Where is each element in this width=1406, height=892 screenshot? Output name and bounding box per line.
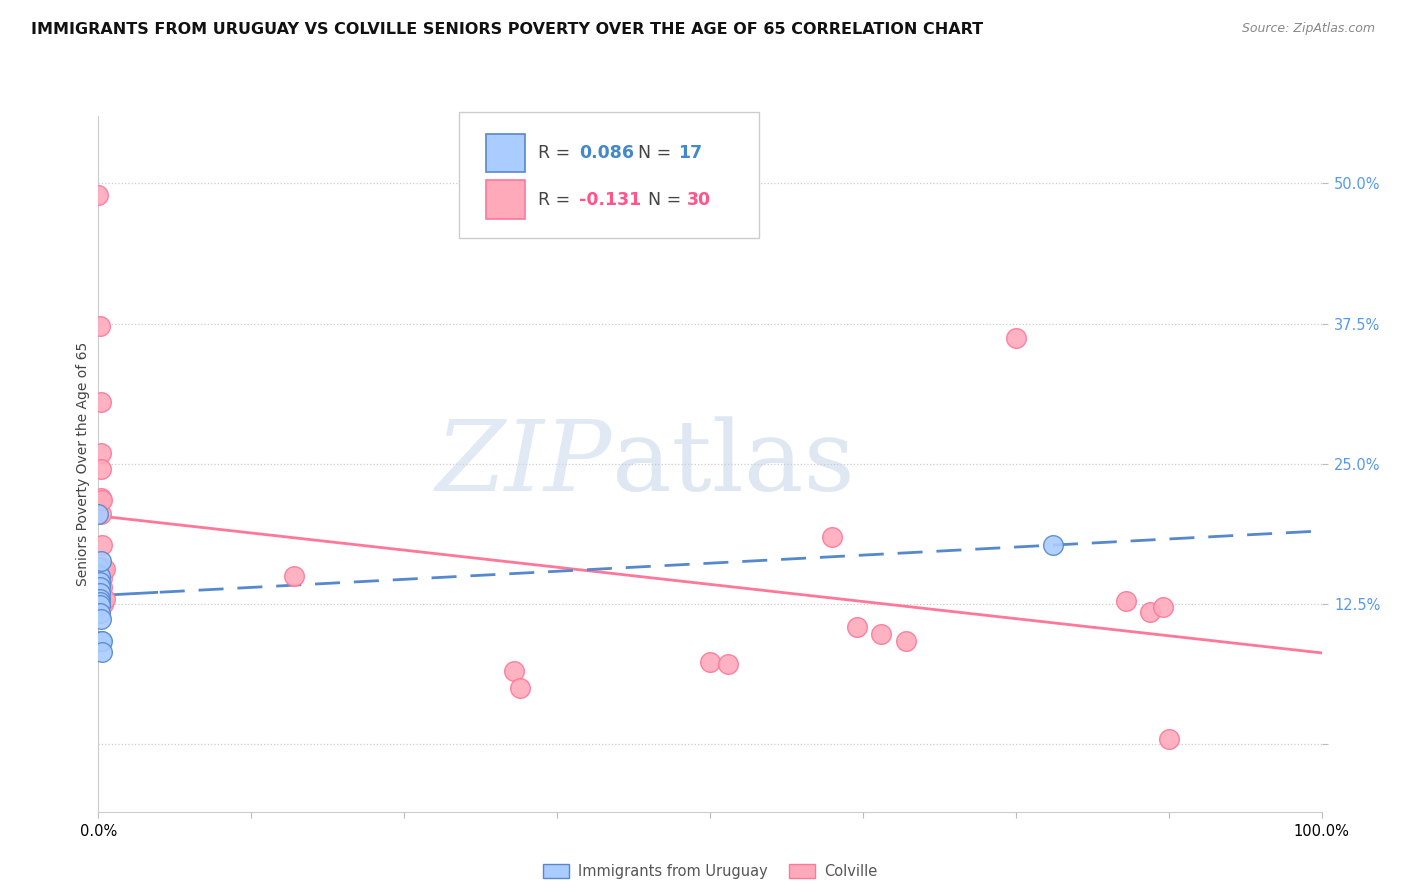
Point — [1152, 600, 1174, 615]
Point — [89, 591, 111, 606]
Text: 0.086: 0.086 — [579, 144, 634, 161]
Point — [91, 597, 114, 611]
Point — [87, 566, 110, 581]
Text: R =: R = — [537, 144, 575, 161]
Point — [90, 491, 112, 505]
Point — [283, 569, 305, 583]
Text: Source: ZipAtlas.com: Source: ZipAtlas.com — [1241, 22, 1375, 36]
Text: 17: 17 — [678, 144, 703, 161]
Point — [717, 657, 740, 671]
Point — [87, 560, 110, 574]
Point — [91, 571, 114, 585]
Point — [91, 634, 114, 648]
Point — [87, 187, 110, 202]
Point — [93, 591, 115, 606]
Text: R =: R = — [537, 191, 575, 209]
Point — [1042, 538, 1064, 552]
Text: -0.131: -0.131 — [579, 191, 641, 209]
Legend: Immigrants from Uruguay, Colville: Immigrants from Uruguay, Colville — [537, 858, 883, 885]
Point — [870, 627, 893, 641]
Text: 30: 30 — [686, 191, 711, 209]
Point — [91, 560, 114, 574]
Point — [87, 508, 110, 522]
Point — [894, 634, 917, 648]
Point — [91, 580, 114, 594]
Text: IMMIGRANTS FROM URUGUAY VS COLVILLE SENIORS POVERTY OVER THE AGE OF 65 CORRELATI: IMMIGRANTS FROM URUGUAY VS COLVILLE SENI… — [31, 22, 983, 37]
Point — [845, 619, 868, 633]
Point — [91, 562, 114, 576]
Point — [90, 445, 112, 459]
Point — [89, 595, 111, 609]
Text: N =: N = — [638, 144, 676, 161]
Text: atlas: atlas — [612, 416, 855, 512]
Point — [89, 569, 111, 583]
Point — [1157, 731, 1180, 746]
Point — [89, 606, 111, 620]
Point — [91, 538, 114, 552]
Point — [91, 645, 114, 659]
Point — [89, 586, 111, 600]
Point — [821, 530, 844, 544]
Point — [1139, 605, 1161, 619]
Point — [90, 554, 112, 568]
Point — [1115, 593, 1137, 607]
Point — [699, 656, 721, 670]
Point — [89, 580, 111, 594]
Point — [90, 612, 112, 626]
Point — [91, 593, 114, 607]
Text: N =: N = — [648, 191, 686, 209]
FancyBboxPatch shape — [486, 180, 526, 219]
Point — [90, 508, 112, 522]
Point — [503, 665, 526, 679]
Point — [91, 492, 114, 507]
Point — [89, 574, 111, 589]
FancyBboxPatch shape — [486, 134, 526, 172]
Point — [90, 634, 112, 648]
Point — [93, 562, 115, 576]
Point — [1004, 331, 1026, 345]
Point — [90, 395, 112, 409]
Point — [509, 681, 531, 696]
Point — [89, 318, 111, 333]
Text: ZIP: ZIP — [436, 417, 612, 511]
Point — [89, 599, 111, 613]
FancyBboxPatch shape — [460, 112, 759, 238]
Y-axis label: Seniors Poverty Over the Age of 65: Seniors Poverty Over the Age of 65 — [76, 342, 90, 586]
Point — [90, 462, 112, 476]
